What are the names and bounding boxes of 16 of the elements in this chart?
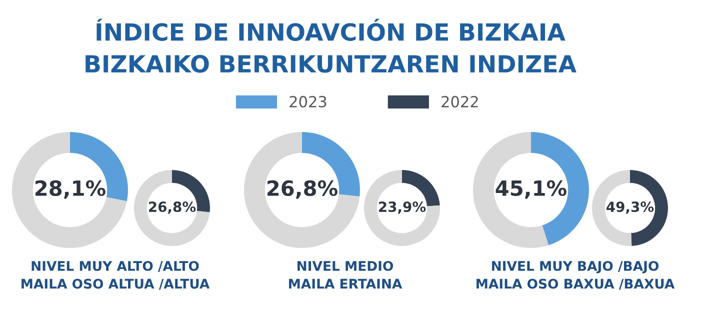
donut-slice	[134, 170, 210, 246]
text: 49,3%	[606, 202, 654, 214]
text: 28,1%	[36, 180, 106, 199]
donut-slice	[244, 132, 360, 248]
text: NIVEL MUY BAJO /BAJO MAILA OSO BAXUA /BAXUA	[476, 260, 675, 290]
chart-title: ÍNDICE DE INNOAVCIÓN DE BIZKAIA BIZKAIKO BERRIKUNTZAREN INDIZEA	[86, 18, 576, 73]
donut-slice	[12, 132, 127, 248]
text: 45,1%	[496, 180, 566, 199]
text: NIVEL MEDIO MAILA ERTAINA	[289, 260, 402, 289]
legend-label: 2023	[290, 96, 326, 108]
legend-label: 2022	[442, 96, 478, 108]
text: NIVEL MUY ALTO /ALTO MAILA OSO ALTUA /ALTUA	[22, 260, 210, 290]
donut-slice	[364, 170, 440, 246]
text: 23,9%	[379, 202, 426, 214]
text: 26,8%	[149, 202, 196, 214]
text: 26,8%	[268, 180, 338, 199]
